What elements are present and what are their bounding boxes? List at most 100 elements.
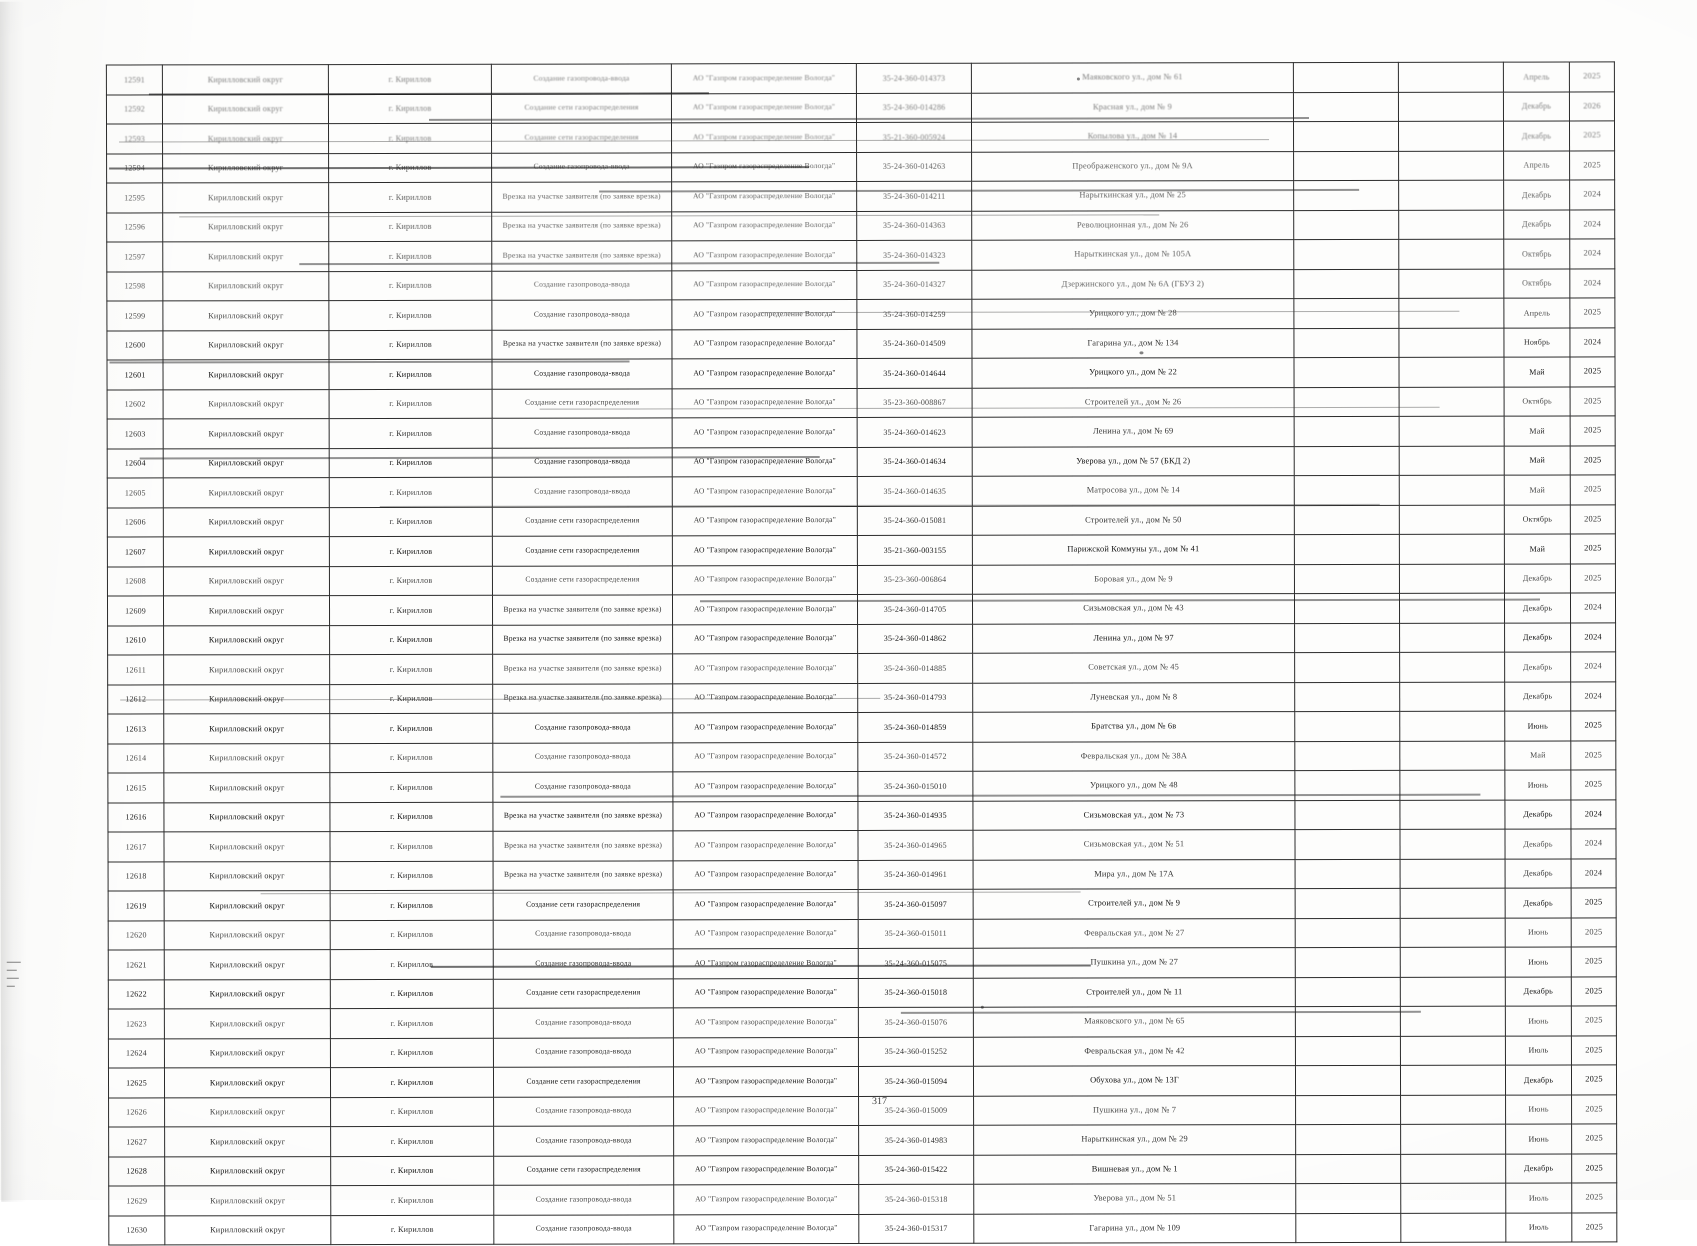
completion-month: Май — [1504, 415, 1571, 446]
property-address: Урицкого ул., дом № 22 — [971, 357, 1295, 388]
settlement: г. Кириллов — [330, 860, 494, 891]
table-row[interactable]: 12599 Кирилловский округ г. Кириллов Создан… — [106, 297, 1615, 331]
work-type: Создание газопровода-ввода — [493, 1214, 674, 1245]
table-row[interactable]: 12603 Кирилловский округ г. Кириллов Создан… — [107, 415, 1616, 449]
table-row[interactable]: 12607 Кирилловский округ г. Кириллов Создан… — [107, 533, 1616, 567]
table-row[interactable]: 12617 Кирилловский округ г. Кириллов Врезка… — [107, 828, 1617, 862]
completion-month: Декабрь — [1503, 120, 1570, 151]
completion-year: 2025 — [1570, 504, 1616, 534]
application-code: 35-24-360-014373 — [856, 63, 972, 93]
empty-cell-1 — [1293, 121, 1399, 152]
empty-cell-2 — [1400, 1035, 1506, 1066]
empty-cell-2 — [1400, 858, 1506, 889]
municipal-district: Кирилловский округ — [163, 831, 331, 862]
table-row[interactable]: 12628 Кирилловский округ г. Кириллов Создан… — [108, 1153, 1617, 1187]
settlement: г. Кириллов — [329, 595, 493, 626]
table-row[interactable]: 12601 Кирилловский округ г. Кириллов Создан… — [106, 356, 1616, 390]
work-type: Создание газопровода-ввода — [491, 299, 672, 330]
table-row[interactable]: 12610 Кирилловский округ г. Кириллов Врезка… — [107, 622, 1616, 656]
row-number: 12595 — [106, 182, 163, 213]
completion-year: 2024 — [1570, 622, 1616, 652]
table-row[interactable]: 12593 Кирилловский округ г. Кириллов Создан… — [106, 120, 1615, 154]
table-row[interactable]: 12597 Кирилловский округ г. Кириллов Врезка… — [106, 238, 1615, 272]
table-row[interactable]: 12606 Кирилловский округ г. Кириллов Создан… — [107, 504, 1616, 538]
table-row[interactable]: 12627 Кирилловский округ г. Кириллов Создан… — [108, 1123, 1617, 1157]
table-row[interactable]: 12600 Кирилловский округ г. Кириллов Врезка… — [106, 327, 1615, 361]
settlement: г. Кириллов — [329, 418, 493, 449]
gas-organization: АО "Газпром газораспределение Вологда" — [673, 1125, 859, 1156]
table-row[interactable]: 12616 Кирилловский округ г. Кириллов Врезка… — [107, 799, 1616, 833]
empty-cell-2 — [1398, 62, 1504, 92]
row-number: 12605 — [107, 477, 164, 508]
table-row[interactable]: 12596 Кирилловский округ г. Кириллов Врезка… — [106, 209, 1615, 243]
empty-cell-1 — [1293, 91, 1399, 122]
table-row[interactable]: 12619 Кирилловский округ г. Кириллов Создан… — [108, 887, 1617, 921]
work-type: Создание газопровода-ввода — [492, 771, 673, 802]
empty-cell-1 — [1293, 209, 1399, 240]
gas-organization: АО "Газпром газораспределение Вологда" — [671, 240, 857, 271]
row-number: 12600 — [106, 330, 163, 361]
table-row[interactable]: 12592 Кирилловский округ г. Кириллов Создан… — [106, 91, 1615, 125]
table-row[interactable]: 12614 Кирилловский округ г. Кириллов Создан… — [107, 740, 1616, 774]
completion-year: 2025 — [1570, 710, 1616, 741]
application-code: 35-24-360-014623 — [857, 417, 973, 447]
table-row[interactable]: 12611 Кирилловский округ г. Кириллов Врезка… — [107, 651, 1616, 685]
application-code: 35-24-360-015097 — [858, 889, 974, 919]
gas-organization: АО "Газпром газораспределение Вологда" — [672, 682, 858, 713]
settlement: г. Кириллов — [328, 300, 492, 331]
empty-cell-1 — [1293, 150, 1399, 181]
application-code: 35-23-360-006864 — [857, 564, 973, 595]
empty-cell-1 — [1295, 917, 1401, 948]
registry-table-body: 12591 Кирилловский округ г. Кириллов Создан… — [106, 61, 1617, 1246]
table-row[interactable]: 12624 Кирилловский округ г. Кириллов Создан… — [108, 1035, 1617, 1069]
empty-cell-1 — [1294, 593, 1400, 624]
completion-year: 2025 — [1571, 976, 1617, 1006]
table-row[interactable]: 12605 Кирилловский округ г. Кириллов Создан… — [107, 474, 1616, 508]
gas-organization: АО "Газпром газораспределение Вологда" — [672, 446, 858, 477]
completion-year: 2024 — [1570, 828, 1617, 859]
table-row[interactable]: 12621 Кирилловский округ г. Кириллов Создан… — [108, 946, 1617, 980]
application-code: 35-24-360-015011 — [858, 918, 974, 949]
completion-year: 2025 — [1571, 1064, 1617, 1095]
table-row[interactable]: 12604 Кирилловский округ г. Кириллов Создан… — [107, 445, 1616, 479]
table-row[interactable]: 12594 Кирилловский округ г. Кириллов Создан… — [106, 150, 1615, 184]
empty-cell-1 — [1295, 1183, 1401, 1214]
settlement: г. Кириллов — [328, 329, 492, 360]
municipal-district: Кирилловский округ — [162, 359, 330, 390]
work-type: Создание газопровода-ввода — [492, 742, 673, 773]
settlement: г. Кириллов — [330, 1155, 494, 1186]
table-row[interactable]: 12620 Кирилловский округ г. Кириллов Создан… — [108, 917, 1617, 951]
table-row[interactable]: 12630 Кирилловский округ г. Кириллов Создан… — [108, 1212, 1617, 1246]
application-code: 35-24-360-014862 — [857, 623, 973, 654]
table-row[interactable]: 12613 Кирилловский округ г. Кириллов Создан… — [107, 710, 1616, 744]
property-address: Пушкина ул., дом № 27 — [973, 947, 1296, 978]
table-row[interactable]: 12602 Кирилловский округ г. Кириллов Создан… — [107, 386, 1616, 420]
completion-month: Июнь — [1505, 1123, 1572, 1154]
table-row[interactable]: 12591 Кирилловский округ г. Кириллов Создан… — [106, 61, 1615, 95]
table-row[interactable]: 12618 Кирилловский округ г. Кириллов Врезка… — [108, 858, 1617, 892]
table-row[interactable]: 12609 Кирилловский округ г. Кириллов Врезка… — [107, 592, 1616, 626]
table-row[interactable]: 12608 Кирилловский округ г. Кириллов Создан… — [107, 563, 1616, 597]
table-row[interactable]: 12625 Кирилловский округ г. Кириллов Создан… — [108, 1064, 1617, 1098]
empty-cell-2 — [1399, 622, 1505, 653]
table-row[interactable]: 12612 Кирилловский округ г. Кириллов Врезка… — [107, 681, 1616, 715]
work-type: Врезка на участке заявителя (по заявке в… — [492, 683, 673, 714]
municipal-district: Кирилловский округ — [164, 861, 331, 891]
row-number: 12628 — [108, 1156, 165, 1187]
row-number: 12614 — [107, 743, 164, 774]
work-type: Создание сети газораспределения — [493, 1066, 674, 1097]
settlement: г. Кириллов — [328, 182, 492, 213]
completion-year: 2024 — [1569, 209, 1615, 239]
settlement: г. Кириллов — [330, 1067, 494, 1098]
table-row[interactable]: 12615 Кирилловский округ г. Кириллов Создан… — [107, 769, 1616, 803]
application-code: 35-24-360-015076 — [858, 1007, 974, 1037]
table-row[interactable]: 12598 Кирилловский округ г. Кириллов Создан… — [106, 268, 1615, 302]
completion-year: 2025 — [1569, 356, 1616, 387]
table-row[interactable]: 12629 Кирилловский округ г. Кириллов Создан… — [108, 1182, 1617, 1216]
table-row[interactable]: 12623 Кирилловский округ г. Кириллов Создан… — [108, 1005, 1617, 1039]
table-row[interactable]: 12622 Кирилловский округ г. Кириллов Создан… — [108, 976, 1617, 1010]
row-number: 12629 — [108, 1185, 165, 1216]
table-row[interactable]: 12595 Кирилловский округ г. Кириллов Врезка… — [106, 179, 1615, 213]
empty-cell-1 — [1295, 947, 1401, 978]
empty-cell-2 — [1400, 1006, 1506, 1036]
